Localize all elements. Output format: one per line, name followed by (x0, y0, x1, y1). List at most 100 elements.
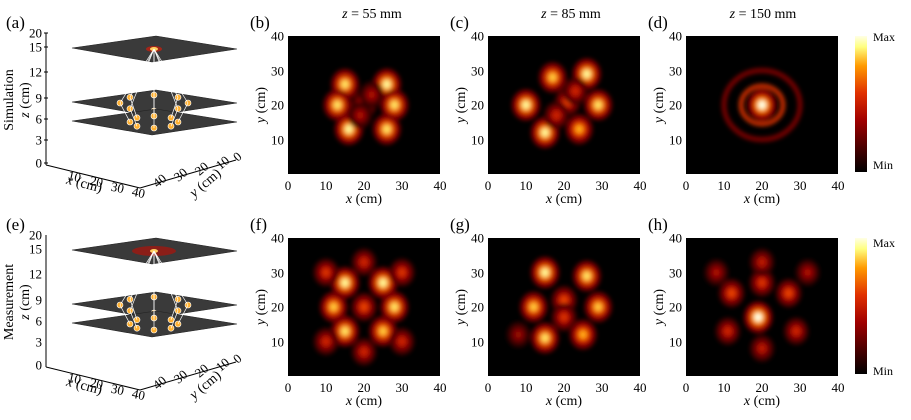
heatmap-x-tick-label: 10 (319, 380, 333, 395)
heatmap-spot (713, 268, 720, 277)
heatmap-ring (738, 83, 786, 127)
x3d-tick-label: 30 (109, 380, 126, 399)
heatmap-y-tick-label: 40 (669, 230, 682, 246)
heatmap-x-tick-label: 20 (557, 178, 571, 193)
heatmap-spot (515, 331, 522, 339)
heatmap-spot (368, 91, 375, 99)
heatmap-spot (758, 344, 766, 352)
heatmap-spot (529, 302, 538, 312)
heatmap-spot (341, 278, 349, 287)
z-tick-label: 9 (35, 292, 43, 308)
z-tick-label: 15 (29, 39, 42, 55)
z-tick-label: 6 (35, 313, 43, 329)
panel-letter-c: (c) (450, 13, 469, 32)
heatmap-y-tick-label: 40 (669, 28, 682, 44)
heatmap-x-tick-label: 10 (519, 380, 533, 395)
heatmap-h (686, 238, 838, 376)
z-tick-label: 3 (35, 334, 43, 350)
heatmap-spot (345, 125, 353, 134)
heatmap-y-tick-label: 10 (471, 132, 484, 147)
heatmap-x-tick-label: 20 (755, 380, 769, 395)
heatmap-y-tick-label: 30 (271, 63, 284, 78)
heatmap-y-tick-label: 20 (271, 97, 284, 113)
heatmap-y-tick-label: 20 (471, 97, 484, 113)
heatmap-spot (322, 337, 330, 346)
z-tick-label: 9 (35, 90, 43, 106)
x3d-tick-label: 40 (130, 183, 147, 202)
heatmap-x-tick-label: 10 (717, 380, 731, 395)
heatmap-y-tick-label: 20 (471, 299, 484, 315)
heatmap-spot (724, 327, 732, 335)
heatmap-y-axis-label: y (cm) (454, 86, 469, 124)
heatmap-x-tick-label: 10 (717, 178, 731, 193)
colorbar-max-label: Max (873, 30, 895, 44)
heatmap-y-tick-label: 40 (271, 230, 284, 246)
colorbar-max-label: Max (873, 236, 895, 250)
colorbar-simulation (855, 36, 867, 172)
heatmap-spot (785, 289, 793, 297)
heatmap-x-tick-label: 40 (633, 178, 647, 193)
heatmap-y-tick-label: 20 (271, 299, 284, 315)
heatmap-x-tick-label: 0 (284, 380, 292, 395)
heatmap-y-tick-label: 40 (271, 28, 284, 44)
heatmap-x-tick-label: 0 (484, 380, 492, 395)
heatmap-c (488, 36, 640, 174)
heatmap-y-axis-label: y (cm) (652, 86, 667, 124)
panel-letter-d: (d) (648, 13, 668, 32)
heatmap-x-tick-label: 40 (433, 178, 447, 193)
heatmap-spot (583, 69, 591, 79)
heatmap-y-tick-label: 30 (471, 63, 484, 78)
heatmap-x-tick-label: 30 (793, 380, 807, 395)
heatmap-x-tick-label: 40 (433, 380, 447, 395)
heatmap-spot (560, 313, 568, 322)
heatmap-spot (553, 111, 560, 119)
heatmap-x-tick-label: 30 (793, 178, 807, 193)
z-tick-label: 20 (29, 227, 42, 243)
heatmap-spot (522, 100, 530, 110)
heatmap-x-tick-label: 20 (357, 380, 371, 395)
heatmap-spot (322, 268, 330, 277)
heatmap-spot (541, 333, 549, 343)
heatmap-y-axis-label: y (cm) (454, 288, 469, 326)
heatmap-x-tick-label: 40 (831, 178, 845, 193)
heatmap-spot (583, 271, 591, 281)
heatmap-y-axis-label: y (cm) (652, 288, 667, 326)
colorbar-min-label: Min (873, 364, 894, 378)
heatmap-x-tick-label: 40 (633, 380, 647, 395)
heatmap-g (488, 238, 640, 376)
3d-schematic-1 (45, 235, 238, 391)
heatmap-y-tick-label: 40 (471, 230, 484, 246)
colorbar-min-label: Min (873, 158, 894, 172)
heatmap-spot (575, 125, 583, 134)
panel-letter-a: (a) (6, 13, 25, 32)
heatmap-y-axis-label: y (cm) (254, 288, 269, 326)
heatmap-spot (383, 125, 391, 134)
heatmap-spot (360, 303, 368, 311)
heatmap-x-tick-label: 0 (682, 380, 690, 395)
panel-letter-g: (g) (450, 215, 470, 234)
heatmap-y-tick-label: 10 (471, 334, 484, 349)
z-tick-label: 20 (29, 25, 42, 41)
heatmap-spot (548, 73, 557, 82)
heatmap-f (288, 238, 440, 376)
heatmap-spot (792, 327, 800, 335)
x3d-tick-label: 30 (109, 178, 126, 197)
heatmap-y-tick-label: 20 (669, 97, 682, 113)
heatmap-y-tick-label: 10 (669, 334, 682, 349)
z-tick-label: 15 (29, 241, 42, 257)
heatmap-x-tick-label: 20 (357, 178, 371, 193)
heatmap-x-tick-label: 40 (831, 380, 845, 395)
heatmap-spot (329, 302, 338, 312)
heatmap-x-axis-label: x (cm) (345, 192, 383, 207)
heatmap-x-tick-label: 10 (319, 178, 333, 193)
heatmap-spot (379, 278, 387, 287)
heatmap-y-axis-label: y (cm) (254, 86, 269, 124)
heatmap-y-tick-label: 10 (669, 132, 682, 147)
heatmap-x-tick-label: 30 (395, 380, 409, 395)
heatmap-spot (754, 313, 763, 322)
heatmap-x-axis-label: x (cm) (345, 394, 383, 409)
heatmap-d (686, 36, 838, 174)
heatmap-spot (758, 100, 766, 110)
z-tick-label: 0 (35, 357, 43, 373)
heatmap-y-tick-label: 10 (271, 132, 284, 147)
